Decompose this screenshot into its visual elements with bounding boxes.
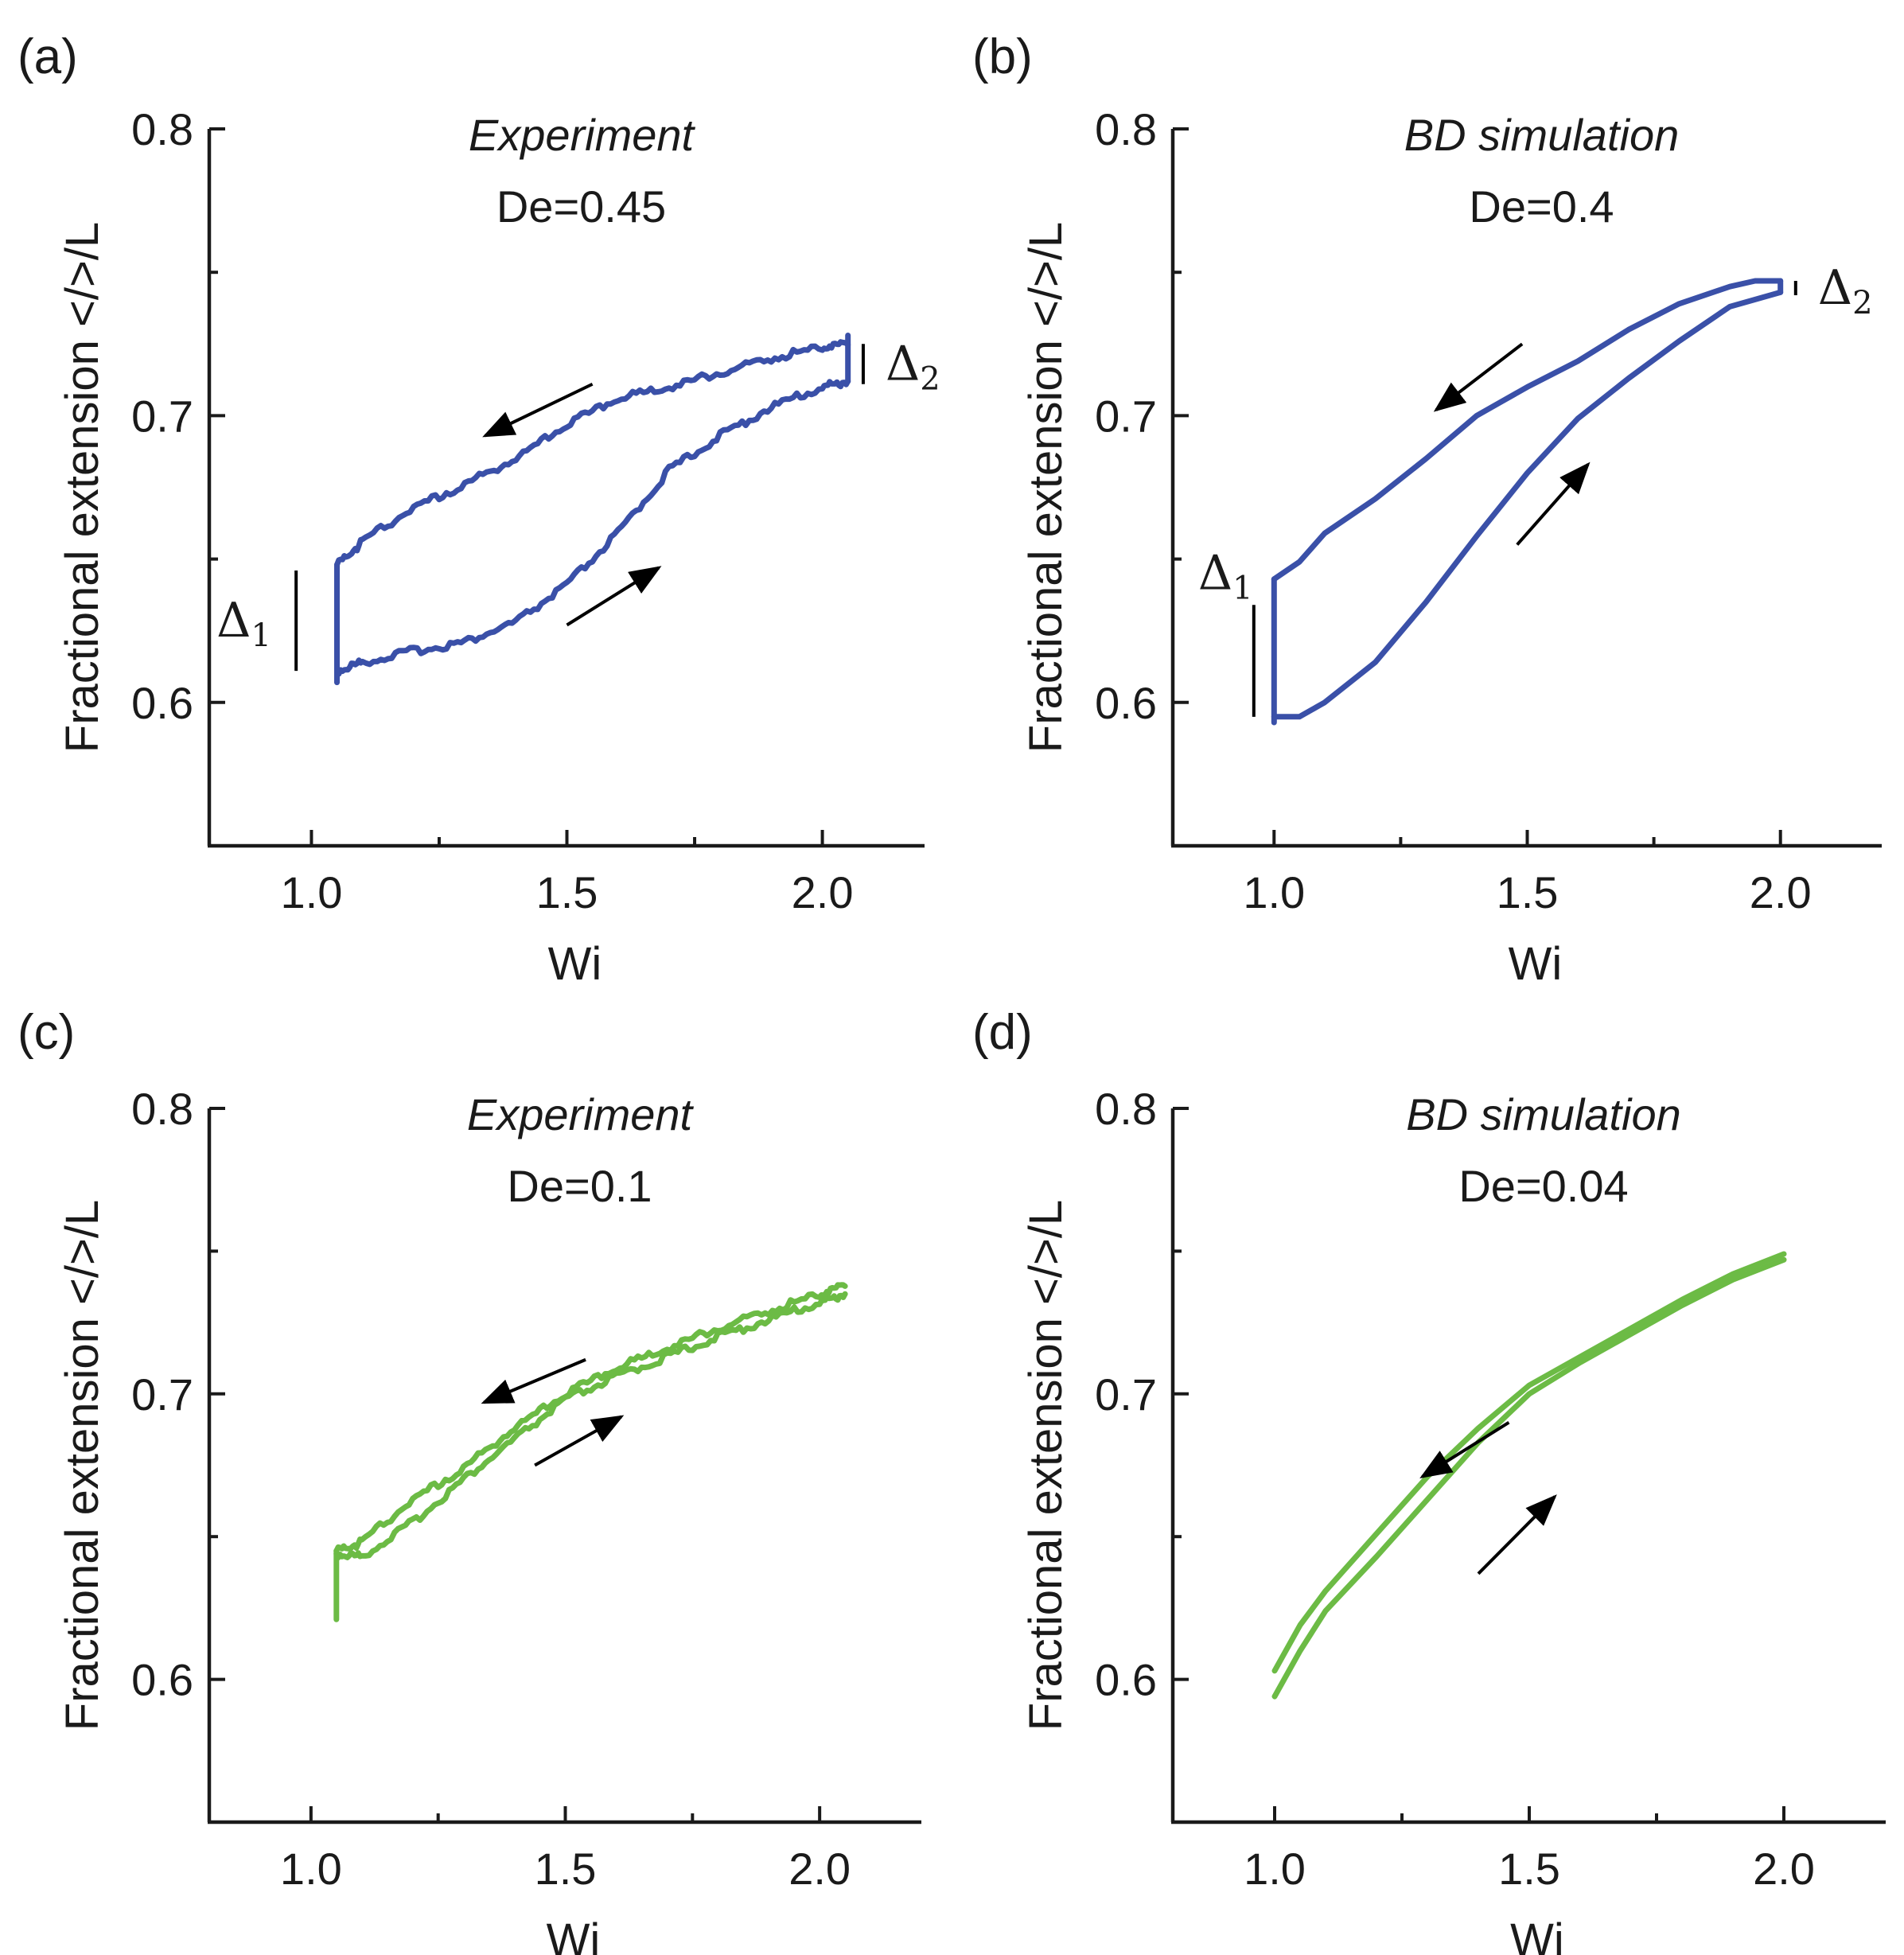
direction-arrow-increasing (1477, 1494, 1557, 1575)
chart-title: BD simulation (1404, 110, 1679, 160)
direction-arrow-decreasing (1433, 342, 1524, 412)
y-tick-label: 0.7 (1095, 391, 1157, 441)
series-line-decreasing-Wi (1271, 278, 1784, 582)
panel-label: (c) (18, 1005, 75, 1060)
series-line-increasing-Wi (1271, 289, 1784, 720)
chart-subtitle: De=0.1 (507, 1161, 652, 1211)
delta1-label: Δ1 (216, 593, 271, 654)
chart-title: Experiment (469, 110, 696, 160)
x-tick-label: 2.0 (792, 867, 854, 917)
direction-arrow-decreasing (1419, 1420, 1510, 1478)
x-tick-label: 1.5 (535, 1844, 597, 1894)
series-line-increasing-Wi (333, 1291, 848, 1561)
y-axis-title: Fractional extension </>/L (56, 222, 108, 753)
chart-subtitle: De=0.45 (496, 181, 666, 232)
y-tick-label: 0.7 (131, 1369, 193, 1420)
delta2-label: Δ2 (886, 337, 940, 398)
direction-arrow-decreasing (482, 382, 594, 438)
chart-panel-a: (a) 0.6 0.7 0.8 1.0 1.5 2.0 Wi Fractional extens… (18, 29, 940, 990)
x-axis-title: Wi (547, 1914, 601, 1955)
series-line-increasing-Wi (334, 378, 851, 677)
chart-title: BD simulation (1406, 1089, 1680, 1139)
x-tick-label: 1.5 (1498, 1844, 1560, 1894)
y-axis-title: Fractional extension </>/L (1020, 1200, 1072, 1731)
chart-panel-d: (d) 0.6 0.7 0.8 1.0 1.5 2.0 Wi Fractional extens… (972, 1005, 1886, 1955)
direction-arrow-increasing (534, 1415, 625, 1467)
direction-arrow-increasing (566, 566, 662, 627)
series-line-increasing-Wi (1271, 1256, 1787, 1700)
series-line-decreasing-Wi (334, 339, 851, 568)
x-tick-label: 1.0 (1244, 1844, 1306, 1894)
x-tick-label: 2.0 (1753, 1844, 1815, 1894)
direction-arrow-increasing (1516, 461, 1591, 546)
y-axis-title: Fractional extension </>/L (1020, 222, 1072, 753)
panel-label: (a) (18, 29, 78, 84)
x-tick-label: 1.0 (280, 1844, 342, 1894)
direction-arrow-decreasing (481, 1357, 586, 1404)
y-tick-label: 0.6 (1095, 678, 1157, 728)
chart-subtitle: De=0.04 (1458, 1161, 1628, 1211)
y-tick-label: 0.7 (1095, 1369, 1157, 1420)
x-tick-label: 2.0 (1750, 867, 1812, 917)
y-tick-label: 0.6 (131, 678, 193, 728)
y-tick-label: 0.7 (131, 391, 193, 441)
chart-title: Experiment (467, 1089, 695, 1139)
panel-label: (b) (972, 29, 1033, 84)
x-axis-title: Wi (1510, 1914, 1564, 1955)
panel-label: (d) (972, 1005, 1033, 1060)
delta2-label: Δ2 (1818, 260, 1873, 321)
x-tick-label: 1.5 (1497, 867, 1559, 917)
x-tick-label: 2.0 (788, 1844, 851, 1894)
y-tick-label: 0.6 (131, 1655, 193, 1705)
series-line-decreasing-Wi (333, 1282, 848, 1554)
x-axis-title: Wi (1509, 938, 1563, 990)
chart-panel-b: (b) 0.6 0.7 0.8 1.0 1.5 2.0 Wi Fractional extens… (972, 29, 1882, 990)
y-axis-title: Fractional extension </>/L (56, 1200, 108, 1731)
chart-panel-c: (c) 0.6 0.7 0.8 1.0 1.5 2.0 Wi Fractional extens… (18, 1005, 921, 1955)
chart-subtitle: De=0.4 (1469, 181, 1614, 232)
x-tick-label: 1.5 (536, 867, 598, 917)
x-tick-label: 1.0 (280, 867, 342, 917)
y-tick-label: 0.8 (131, 104, 193, 154)
series-line-decreasing-Wi (1271, 1251, 1787, 1674)
y-tick-label: 0.8 (1095, 104, 1157, 154)
y-tick-label: 0.8 (1095, 1084, 1157, 1134)
delta1-label: Δ1 (1198, 545, 1253, 606)
x-axis-title: Wi (548, 938, 602, 990)
y-tick-label: 0.8 (131, 1084, 193, 1134)
y-tick-label: 0.6 (1095, 1655, 1157, 1705)
x-tick-label: 1.0 (1243, 867, 1305, 917)
